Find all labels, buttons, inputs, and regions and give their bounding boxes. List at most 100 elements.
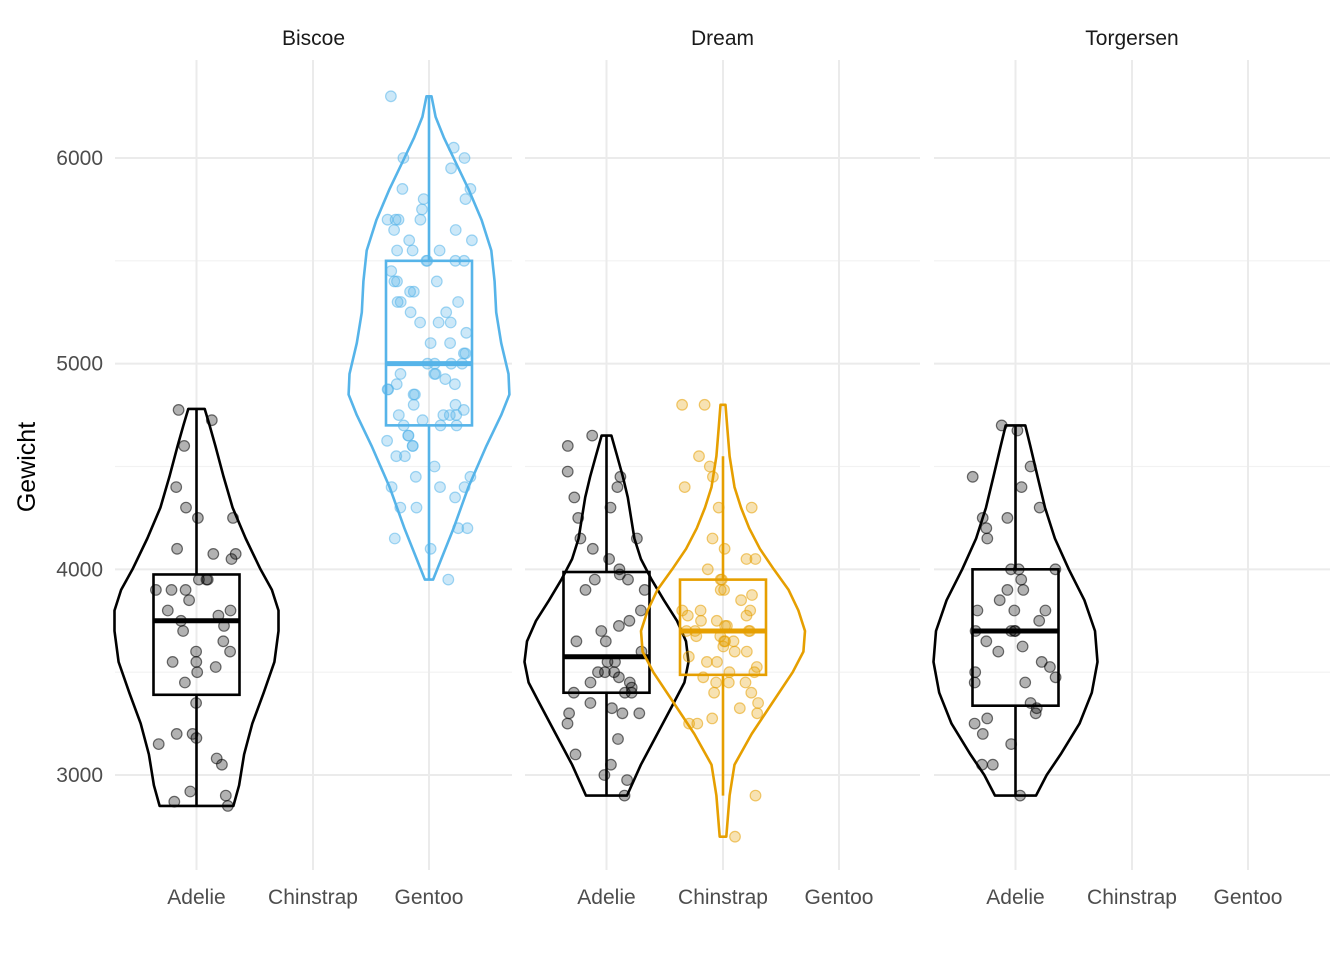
point-biscoe-gentoo [388,532,401,545]
point-torgersen-adelie [1035,656,1048,668]
point-biscoe-gentoo [403,234,416,247]
point-dream-adelie [633,707,646,720]
point-dream-chinstrap [739,676,752,689]
point-biscoe-adelie [190,697,203,709]
point-dream-chinstrap [682,650,695,663]
point-biscoe-gentoo [391,244,404,257]
point-biscoe-gentoo [456,357,469,370]
point-biscoe-gentoo [392,409,405,422]
point-biscoe-adelie [224,645,237,658]
point-biscoe-gentoo [409,388,421,401]
point-biscoe-gentoo [381,213,394,226]
point-dream-chinstrap [712,501,725,514]
point-biscoe-gentoo [445,357,458,370]
point-dream-adelie [623,614,636,627]
point-dream-adelie [606,702,618,715]
point-dream-adelie [579,584,592,596]
point-biscoe-adelie [210,752,223,765]
point-biscoe-adelie [180,501,192,514]
point-dream-chinstrap [728,645,741,658]
point-biscoe-gentoo [452,522,465,535]
point-dream-chinstrap [708,686,720,699]
point-dream-chinstrap [744,625,756,637]
point-dream-adelie [599,666,611,679]
point-biscoe-adelie [165,584,178,596]
point-dream-adelie [631,532,643,545]
point-biscoe-gentoo [404,306,417,319]
point-torgersen-adelie [1008,625,1021,637]
point-biscoe-gentoo [421,357,434,370]
point-biscoe-gentoo [439,373,452,386]
point-biscoe-gentoo [464,182,477,195]
x-tick-label-chinstrap: Chinstrap [678,886,768,909]
facet-label-biscoe: Biscoe [282,27,345,50]
point-torgersen-adelie [981,532,994,545]
point-dream-chinstrap [727,635,740,648]
point-biscoe-adelie [190,656,203,668]
point-torgersen-adelie [968,676,981,689]
point-biscoe-adelie [175,614,187,627]
point-biscoe-adelie [170,728,183,740]
point-biscoe-adelie [161,604,174,617]
point-torgersen-adelie [969,625,982,637]
point-torgersen-adelie [976,728,989,740]
point-biscoe-gentoo [407,285,420,298]
point-torgersen-adelie [1005,563,1017,576]
point-biscoe-gentoo [414,316,427,329]
point-dream-adelie [570,635,583,648]
box-torgersen-adelie [971,568,1060,707]
point-dream-chinstrap [676,604,689,617]
point-dream-adelie [635,604,647,617]
point-dream-adelie [572,512,585,524]
point-torgersen-adelie [1017,584,1030,596]
point-dream-adelie [601,656,614,668]
y-tick-label-4000: 4000 [56,558,103,581]
point-dream-chinstrap [723,666,736,679]
point-biscoe-gentoo [391,275,403,288]
point-biscoe-adelie [177,625,190,637]
point-dream-adelie [603,553,615,565]
x-tick-label-adelie: Adelie [577,886,635,909]
violin-dream-adelie [523,434,690,797]
point-biscoe-gentoo [406,440,419,452]
point-torgersen-adelie [1008,604,1021,617]
point-biscoe-adelie [179,584,192,596]
point-biscoe-adelie [183,594,196,607]
point-biscoe-gentoo [458,152,471,164]
point-torgersen-adelie [968,717,981,730]
point-biscoe-gentoo [457,404,470,416]
point-biscoe-gentoo [440,306,453,319]
point-torgersen-adelie [1016,640,1029,653]
point-biscoe-adelie [205,414,218,427]
point-biscoe-adelie [191,512,204,524]
point-dream-chinstrap [710,614,723,627]
point-dream-adelie [567,686,580,699]
point-biscoe-gentoo [397,152,410,164]
point-torgersen-adelie [1001,512,1014,524]
point-biscoe-gentoo [396,182,409,195]
facet-label-torgersen: Torgersen [1085,27,1178,50]
point-dream-adelie [563,707,575,720]
point-biscoe-adelie [152,738,165,750]
point-torgersen-adelie [980,522,993,535]
point-biscoe-adelie [191,666,204,679]
point-biscoe-adelie [207,548,220,560]
point-dream-adelie [621,774,633,786]
point-biscoe-adelie [219,789,232,802]
box-dream-adelie [562,570,651,695]
y-tick-label-5000: 5000 [56,353,103,376]
point-biscoe-gentoo [385,265,398,278]
point-dream-adelie [638,584,651,596]
point-dream-adelie [584,697,597,709]
point-dream-chinstrap [711,656,723,668]
point-dream-adelie [612,733,624,745]
point-torgersen-adelie [1015,573,1028,586]
point-dream-chinstrap [740,645,753,658]
point-biscoe-gentoo [437,409,450,422]
point-dream-chinstrap [740,553,753,565]
point-dream-chinstrap [683,717,695,730]
point-biscoe-gentoo [416,414,429,427]
point-biscoe-adelie [209,661,222,673]
y-tick-label-3000: 3000 [56,764,103,787]
point-biscoe-adelie [170,481,183,494]
